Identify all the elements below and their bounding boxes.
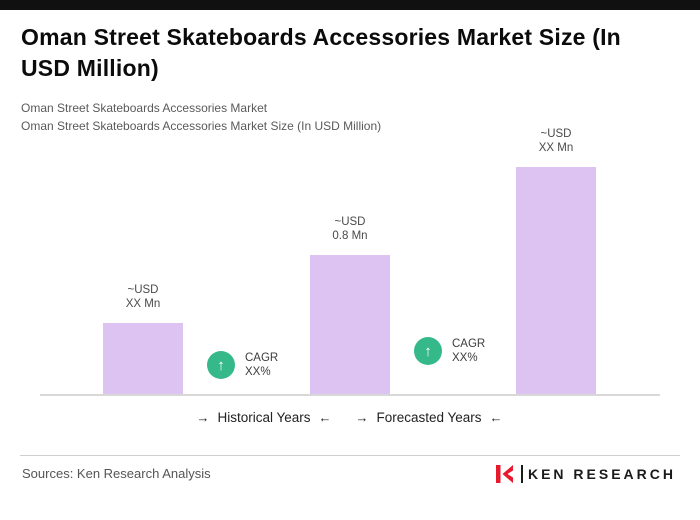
top-accent-bar: [0, 0, 700, 10]
cagr-label: CAGR XX%: [452, 337, 485, 365]
page-title: Oman Street Skateboards Accessories Mark…: [21, 24, 621, 81]
arrow-up-icon: ↑: [207, 351, 235, 379]
axis-label-historical-years: → Historical Years ←: [196, 410, 331, 425]
x-axis-line: [40, 394, 660, 396]
cagr-title: CAGR: [245, 352, 279, 364]
sources-note: Sources: Ken Research Analysis: [22, 466, 211, 481]
bar-2: [310, 255, 390, 395]
chart-subtitle-line1: Oman Street Skateboards Accessories Mark…: [21, 101, 268, 115]
arrow-up-icon: ↑: [414, 337, 442, 365]
chart-subtitle-line2: Oman Street Skateboards Accessories Mark…: [21, 119, 382, 133]
logo-divider: [520, 465, 523, 483]
chart-subtitles: Oman Street Skateboards Accessories Mark…: [21, 99, 381, 135]
cagr-badge-forecast: ↑ CAGR XX%: [414, 337, 485, 365]
axis-label-forecasted-years: → Forecasted Years ←: [355, 410, 502, 425]
cagr-value: XX%: [452, 352, 478, 364]
cagr-title: CAGR: [452, 338, 486, 350]
arrow-right-icon: →: [355, 410, 369, 425]
bar-value-label-3: ~USD XX Mn: [538, 128, 574, 154]
axis-label-text: Forecasted Years: [376, 410, 482, 425]
logo-wordmark: KEN RESEARCH: [527, 466, 676, 482]
ken-research-k-icon: [495, 465, 513, 483]
axis-label-text: Historical Years: [217, 410, 311, 425]
cagr-value: XX%: [245, 366, 271, 378]
arrow-left-icon: ←: [489, 410, 503, 425]
bar-1: [103, 323, 183, 395]
cagr-label: CAGR XX%: [245, 351, 278, 379]
arrow-left-icon: ←: [318, 410, 332, 425]
arrow-right-icon: →: [196, 410, 210, 425]
footer-divider: [20, 455, 680, 456]
cagr-badge-historical: ↑ CAGR XX%: [207, 351, 278, 379]
bar-value-label-2: ~USD 0.8 Mn: [332, 216, 368, 242]
ken-research-logo: KEN RESEARCH: [494, 463, 676, 485]
bar-3: [516, 167, 596, 395]
bar-value-label-1: ~USD XX Mn: [125, 284, 161, 310]
